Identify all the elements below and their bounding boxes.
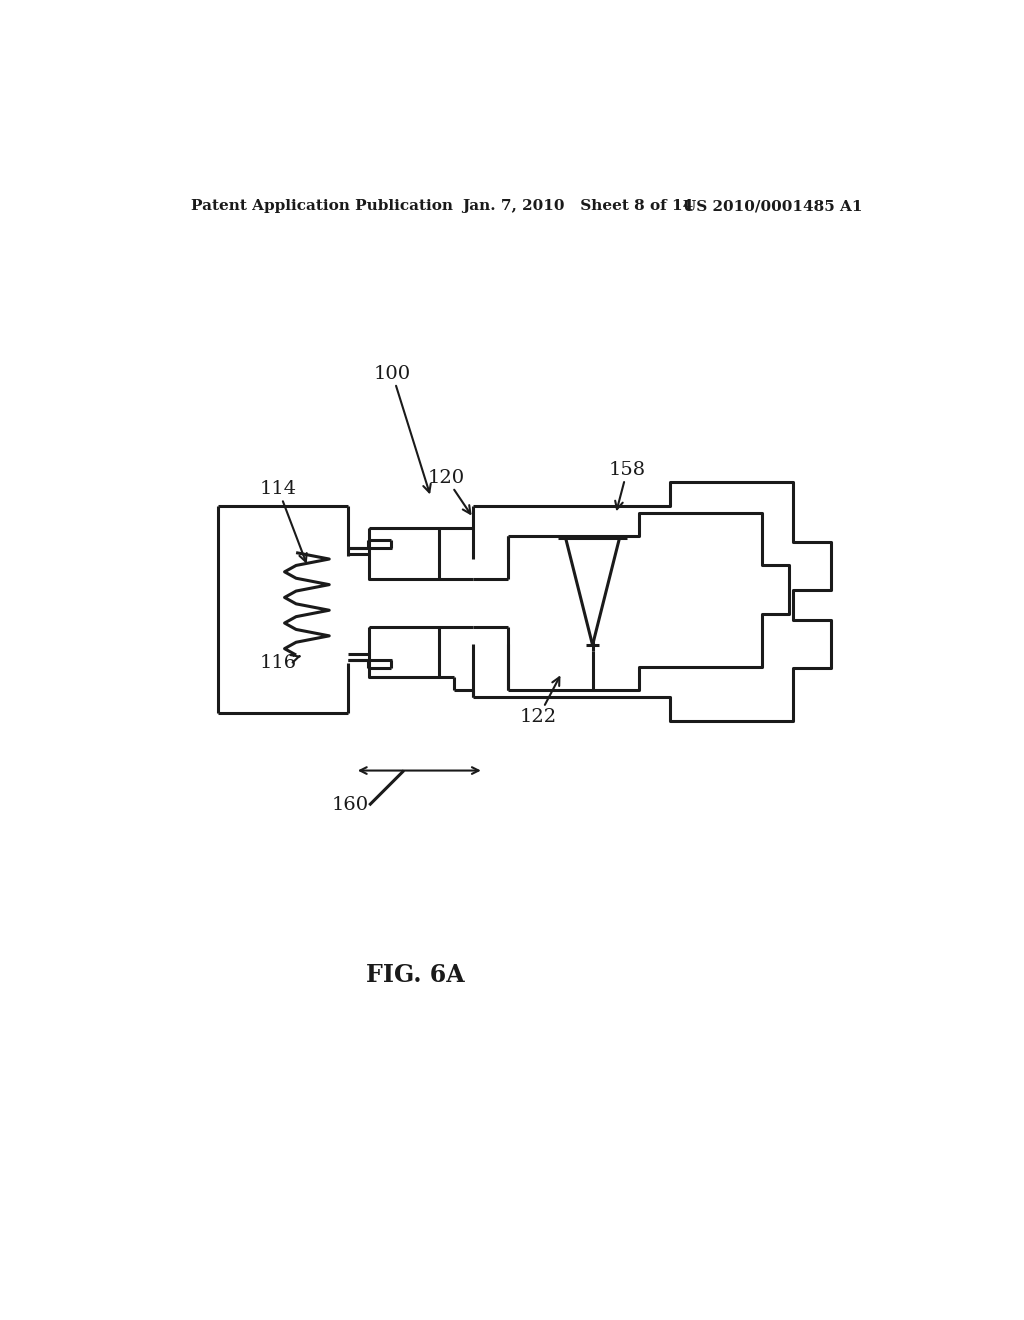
Text: FIG. 6A: FIG. 6A <box>367 962 465 986</box>
Text: Jan. 7, 2010   Sheet 8 of 14: Jan. 7, 2010 Sheet 8 of 14 <box>462 199 693 213</box>
Text: Patent Application Publication: Patent Application Publication <box>190 199 453 213</box>
Text: 122: 122 <box>520 677 559 726</box>
Text: 100: 100 <box>374 366 431 492</box>
Text: 114: 114 <box>260 480 307 562</box>
Text: 120: 120 <box>428 469 470 513</box>
Text: 158: 158 <box>608 461 646 510</box>
Text: 116: 116 <box>260 653 300 672</box>
Text: US 2010/0001485 A1: US 2010/0001485 A1 <box>683 199 862 213</box>
Text: 160: 160 <box>332 796 369 814</box>
